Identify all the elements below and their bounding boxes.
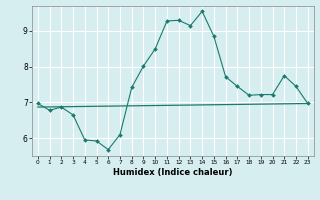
X-axis label: Humidex (Indice chaleur): Humidex (Indice chaleur) (113, 168, 233, 177)
